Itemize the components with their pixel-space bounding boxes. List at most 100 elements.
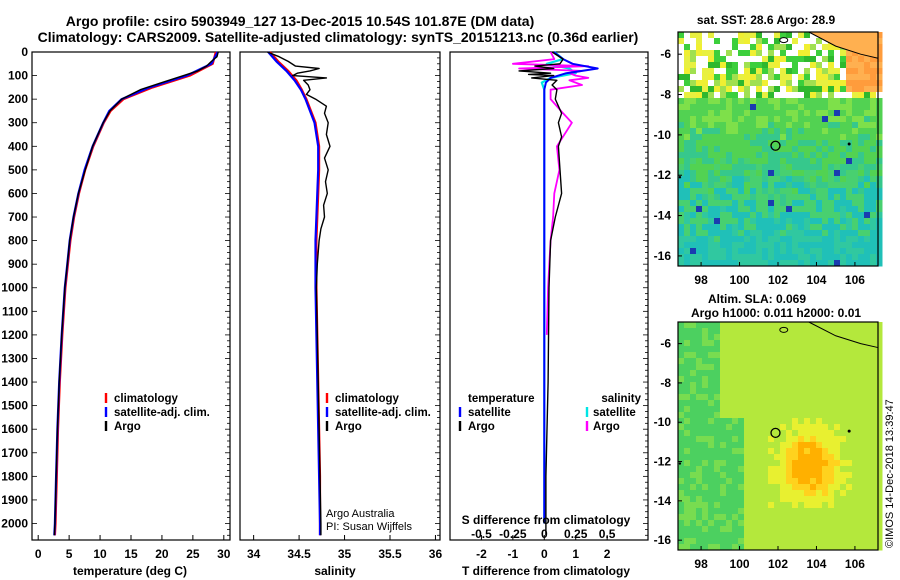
sst-map-cell (840, 176, 847, 183)
sla-map-cell (864, 532, 871, 539)
sla-map-cell (822, 358, 829, 365)
sst-map-cell (846, 230, 853, 237)
sst-map-cell (876, 44, 883, 51)
sla-map-cell (792, 490, 799, 497)
sst-map-cell (690, 230, 697, 237)
sst-map-cell (822, 254, 829, 261)
sla-map-cell (762, 532, 769, 539)
sla-map-cell (714, 334, 721, 341)
sst-map-cell (768, 248, 775, 255)
sla-map-cell (786, 478, 793, 485)
sla-map-cell (864, 544, 871, 551)
sst-map-cell (786, 194, 793, 201)
sst-map-cell (852, 116, 859, 123)
sst-map-cell (816, 62, 823, 69)
sst-map-cell (810, 170, 817, 177)
sst-map-cell (870, 236, 877, 243)
sla-map-cell (774, 400, 781, 407)
sla-map-cell (726, 400, 733, 407)
sst-map-cell (762, 260, 769, 267)
sst-map-cell (678, 80, 685, 87)
sst-map-cell (678, 194, 685, 201)
sla-map-cell (720, 370, 727, 377)
sst-map-cell (726, 140, 733, 147)
sst-map-cell (708, 122, 715, 129)
sst-map-cell (696, 248, 703, 255)
sla-map-cell (684, 466, 691, 473)
sst-map-cell (858, 170, 865, 177)
sla-map-cell (714, 484, 721, 491)
sst-map-cell (696, 62, 703, 69)
sst-map-cell (732, 44, 739, 51)
sst-map-cell (828, 212, 835, 219)
sla-map-cell (798, 544, 805, 551)
sst-map-cell (810, 86, 817, 93)
sst-map-cell (714, 128, 721, 135)
sla-map-cell (846, 430, 853, 437)
sla-map-cell (822, 382, 829, 389)
sst-map-cell (756, 158, 763, 165)
sla-map-cell (774, 520, 781, 527)
sst-map-cell (804, 98, 811, 105)
sst-map-cell (708, 44, 715, 51)
sla-map-cell (762, 418, 769, 425)
sst-map-cell (702, 230, 709, 237)
sst-map-cell (714, 86, 721, 93)
sst-map-cell (690, 206, 697, 213)
sla-map-cell (822, 346, 829, 353)
sla-map-cell (678, 358, 685, 365)
sla-map-cell (804, 514, 811, 521)
depth-tick-label: 200 (8, 92, 28, 106)
sla-map-cell (786, 514, 793, 521)
sla-map-cell (828, 442, 835, 449)
sst-map-cell (846, 182, 853, 189)
sst-map-cell (840, 146, 847, 153)
sst-map-cell (822, 50, 829, 57)
sla-map-cell (864, 436, 871, 443)
sst-map-cell (726, 128, 733, 135)
sst-map-cell (708, 104, 715, 111)
sst-map-cell (708, 242, 715, 249)
sla-map-cell (798, 460, 805, 467)
sla-map-cell (840, 484, 847, 491)
sla-map-cell (852, 466, 859, 473)
sst-map-cell (786, 50, 793, 57)
sst-map-cell (852, 230, 859, 237)
sla-map-cell (768, 328, 775, 335)
sla-map-cell (798, 406, 805, 413)
sst-map-cell (690, 92, 697, 99)
sla-map-cell (876, 388, 883, 395)
sla-map-cell (720, 484, 727, 491)
sst-map-cell (768, 254, 775, 261)
sst-map-cell (774, 194, 781, 201)
sla-map-cell (756, 430, 763, 437)
sla-map-cell (702, 472, 709, 479)
sst-map-cell (852, 110, 859, 117)
sla-map-cell (870, 472, 877, 479)
sst-map-cell (864, 92, 871, 99)
sla-map-cell (804, 478, 811, 485)
sla-map-cell (768, 376, 775, 383)
sst-map-cell (744, 140, 751, 147)
sst-map-cell (846, 236, 853, 243)
difference-legend-t-title: temperature (468, 393, 534, 405)
sst-map-cell (870, 86, 877, 93)
sst-map-cell (780, 170, 787, 177)
sla-map-cell (726, 448, 733, 455)
sst-map-cell (762, 68, 769, 75)
sla-map-cell (792, 454, 799, 461)
sla-map-cell (702, 352, 709, 359)
sst-map-cell (714, 248, 721, 255)
sst-map-cell (738, 158, 745, 165)
sla-map-cell (852, 424, 859, 431)
sla-map-cell (702, 412, 709, 419)
sst-map-cell (720, 164, 727, 171)
sst-map-cell (780, 116, 787, 123)
sla-map-cell (810, 460, 817, 467)
sst-map-cell (834, 260, 841, 267)
sst-map-cell (780, 74, 787, 81)
sla-map-cell (816, 364, 823, 371)
sst-map-cell (804, 158, 811, 165)
sla-map-cell (876, 460, 883, 467)
sla-map-cell (876, 364, 883, 371)
